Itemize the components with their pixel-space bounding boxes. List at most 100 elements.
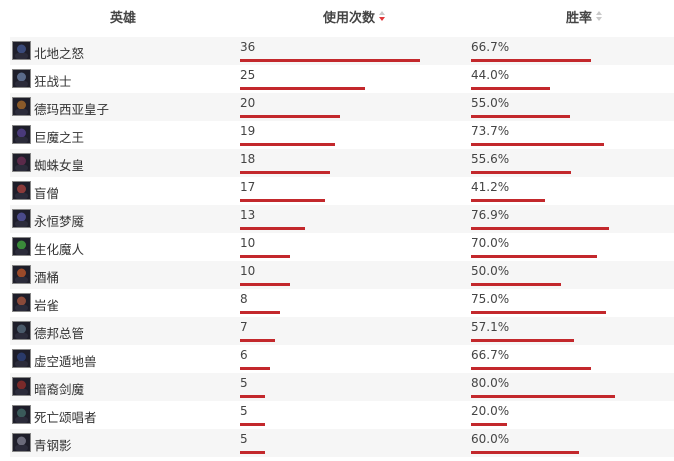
usage-bar [240, 311, 280, 314]
table-row: 盲僧 17 41.2% [10, 177, 674, 205]
winrate-value: 76.9% [471, 208, 510, 222]
hero-name[interactable]: 死亡颂唱者 [34, 410, 97, 425]
usage-bar [240, 143, 335, 146]
hero-avatar-icon[interactable] [12, 181, 31, 200]
winrate-value: 20.0% [471, 404, 510, 418]
hero-avatar-icon[interactable] [12, 97, 31, 116]
usage-count: 7 [240, 320, 248, 334]
winrate-bar [471, 395, 615, 398]
winrate-value: 50.0% [471, 264, 510, 278]
table-row: 狂战士 25 44.0% [10, 65, 674, 93]
hero-avatar-icon[interactable] [12, 349, 31, 368]
usage-count: 17 [240, 180, 256, 194]
usage-bar [240, 283, 290, 286]
hero-avatar-icon[interactable] [12, 69, 31, 88]
sort-desc-icon[interactable] [379, 11, 387, 23]
hero-avatar-icon[interactable] [12, 293, 31, 312]
usage-count: 8 [240, 292, 248, 306]
table-row: 岩雀 8 75.0% [10, 289, 674, 317]
winrate-value: 75.0% [471, 292, 510, 306]
usage-count: 36 [240, 40, 256, 54]
usage-bar [240, 255, 290, 258]
hero-avatar-icon[interactable] [12, 153, 31, 172]
winrate-bar [471, 227, 609, 230]
hero-name[interactable]: 酒桶 [34, 270, 60, 285]
usage-count: 10 [240, 236, 256, 250]
winrate-value: 41.2% [471, 180, 510, 194]
hero-name[interactable]: 北地之怒 [34, 46, 85, 61]
usage-count: 25 [240, 68, 256, 82]
usage-bar [240, 395, 265, 398]
winrate-value: 66.7% [471, 40, 510, 54]
usage-bar [240, 171, 330, 174]
hero-name[interactable]: 盲僧 [34, 186, 60, 201]
usage-count: 10 [240, 264, 256, 278]
usage-count: 5 [240, 432, 248, 446]
hero-name[interactable]: 虚空遁地兽 [34, 354, 97, 369]
column-header-winrate[interactable]: 胜率 [566, 7, 604, 26]
table-row: 德玛西亚皇子 20 55.0% [10, 93, 674, 121]
winrate-bar [471, 199, 545, 202]
table-row: 青钢影 5 60.0% [10, 429, 674, 457]
hero-name[interactable]: 德邦总管 [34, 326, 85, 341]
table-row: 巨魔之王 19 73.7% [10, 121, 674, 149]
usage-count: 13 [240, 208, 256, 222]
winrate-bar [471, 171, 571, 174]
winrate-bar [471, 339, 574, 342]
hero-avatar-icon[interactable] [12, 321, 31, 340]
winrate-bar [471, 311, 606, 314]
winrate-value: 70.0% [471, 236, 510, 250]
usage-bar [240, 423, 265, 426]
usage-bar [240, 227, 305, 230]
hero-avatar-icon[interactable] [12, 265, 31, 284]
hero-avatar-icon[interactable] [12, 377, 31, 396]
column-header-usage[interactable]: 使用次数 [323, 7, 387, 26]
usage-count: 20 [240, 96, 256, 110]
column-header-usage-label: 使用次数 [323, 11, 376, 26]
hero-name[interactable]: 蜘蛛女皇 [34, 158, 85, 173]
usage-bar [240, 339, 275, 342]
usage-bar [240, 367, 270, 370]
hero-name[interactable]: 巨魔之王 [34, 130, 85, 145]
usage-count: 5 [240, 404, 248, 418]
hero-avatar-icon[interactable] [12, 237, 31, 256]
sort-icon[interactable] [596, 11, 604, 23]
hero-name[interactable]: 狂战士 [34, 74, 72, 89]
winrate-value: 80.0% [471, 376, 510, 390]
hero-avatar-icon[interactable] [12, 41, 31, 60]
winrate-bar [471, 423, 507, 426]
winrate-bar [471, 451, 579, 454]
winrate-value: 73.7% [471, 124, 510, 138]
table-row: 生化魔人 10 70.0% [10, 233, 674, 261]
winrate-value: 55.0% [471, 96, 510, 110]
winrate-value: 55.6% [471, 152, 510, 166]
table-row: 北地之怒 36 66.7% [10, 37, 674, 65]
table-row: 暗裔剑魔 5 80.0% [10, 373, 674, 401]
usage-count: 19 [240, 124, 256, 138]
table-row: 永恒梦魇 13 76.9% [10, 205, 674, 233]
winrate-value: 66.7% [471, 348, 510, 362]
column-header-hero: 英雄 [110, 11, 137, 26]
hero-name[interactable]: 永恒梦魇 [34, 214, 85, 229]
table-row: 蜘蛛女皇 18 55.6% [10, 149, 674, 177]
usage-bar [240, 59, 420, 62]
hero-avatar-icon[interactable] [12, 209, 31, 228]
hero-avatar-icon[interactable] [12, 405, 31, 424]
table-row: 死亡颂唱者 5 20.0% [10, 401, 674, 429]
winrate-bar [471, 143, 604, 146]
table-row: 酒桶 10 50.0% [10, 261, 674, 289]
hero-name[interactable]: 青钢影 [34, 438, 72, 453]
usage-count: 6 [240, 348, 248, 362]
winrate-bar [471, 115, 570, 118]
hero-avatar-icon[interactable] [12, 125, 31, 144]
hero-avatar-icon[interactable] [12, 433, 31, 452]
hero-name[interactable]: 德玛西亚皇子 [34, 102, 110, 117]
hero-name[interactable]: 生化魔人 [34, 242, 85, 257]
winrate-value: 60.0% [471, 432, 510, 446]
table-row: 虚空遁地兽 6 66.7% [10, 345, 674, 373]
winrate-value: 57.1% [471, 320, 510, 334]
usage-bar [240, 199, 325, 202]
hero-name[interactable]: 岩雀 [34, 298, 60, 313]
hero-name[interactable]: 暗裔剑魔 [34, 382, 85, 397]
table-header: 英雄 使用次数 胜率 [0, 0, 674, 32]
